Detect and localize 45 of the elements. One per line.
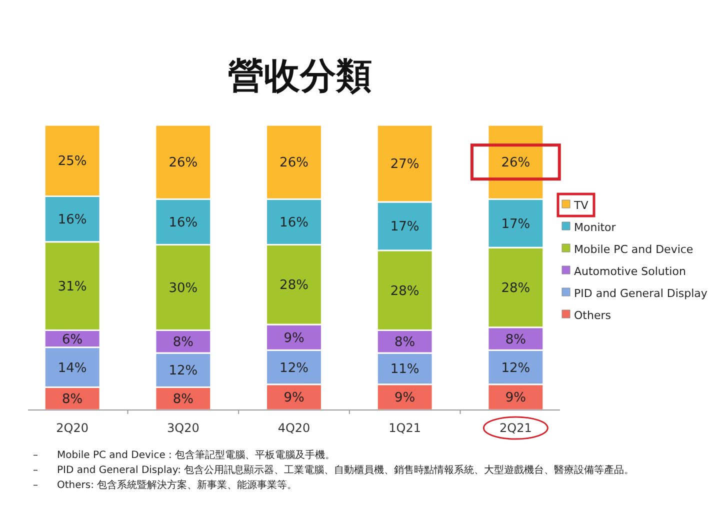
data-label: 17%	[390, 220, 420, 235]
legend-label: Others	[574, 308, 612, 322]
x-tick-label: 2Q20	[56, 421, 89, 435]
data-label: 8%	[394, 335, 416, 350]
data-label: 8%	[62, 392, 83, 408]
data-label: 30%	[168, 281, 198, 296]
chart-title: 營收分類	[228, 56, 372, 97]
text: – Mobile PC and Device : 包含筆記型電腦、平板電腦及手機。	[33, 450, 336, 461]
data-label: 8%	[505, 332, 526, 348]
data-label: 16%	[168, 215, 198, 230]
text: – PID and General Display: 包含公用訊息顯示器、工業電腦、自動櫃員機、銷售時點情報系統、大型遊戲機台、醫療設備等產品。	[33, 465, 634, 476]
data-label: 26%	[280, 156, 308, 171]
x-tick-label: 1Q21	[388, 421, 422, 435]
data-label: 16%	[280, 215, 308, 230]
x-tick-label: 3Q20	[166, 421, 200, 435]
data-label: 26%	[168, 156, 198, 171]
data-label: 28%	[280, 278, 308, 294]
data-label: 31%	[58, 280, 87, 295]
data-label: 12%	[280, 360, 308, 376]
data-label: 9%	[394, 390, 416, 406]
data-label: 12%	[501, 360, 530, 376]
data-label: 9%	[284, 390, 304, 406]
data-label: 14%	[58, 360, 87, 376]
data-label: 16%	[58, 212, 87, 228]
legend-label: PID and General Display	[574, 286, 708, 300]
data-label: 12%	[168, 364, 198, 379]
data-label: 27%	[390, 157, 420, 172]
data-label: 6%	[62, 332, 83, 348]
data-label: 17%	[501, 216, 530, 232]
data-label: 8%	[172, 392, 194, 408]
data-label: 8%	[172, 335, 194, 350]
legend-label: Mobile PC and Device	[574, 242, 694, 256]
data-label: 26%	[501, 156, 530, 171]
text: – Others: 包含系統暨解決方案、新事業、能源事業等。	[33, 480, 298, 491]
legend-label: Monitor	[574, 220, 616, 234]
data-label: 9%	[284, 330, 304, 346]
data-label: 25%	[58, 154, 87, 170]
data-label: 9%	[505, 390, 526, 406]
data-label: 28%	[501, 281, 530, 296]
data-label: 11%	[390, 362, 420, 378]
data-label: 28%	[390, 284, 420, 299]
legend-label: Automotive Solution	[574, 264, 686, 278]
x-tick-label: 4Q20	[278, 421, 310, 435]
legend-label: TV	[573, 198, 589, 212]
x-tick-label: 2Q21	[499, 421, 532, 435]
